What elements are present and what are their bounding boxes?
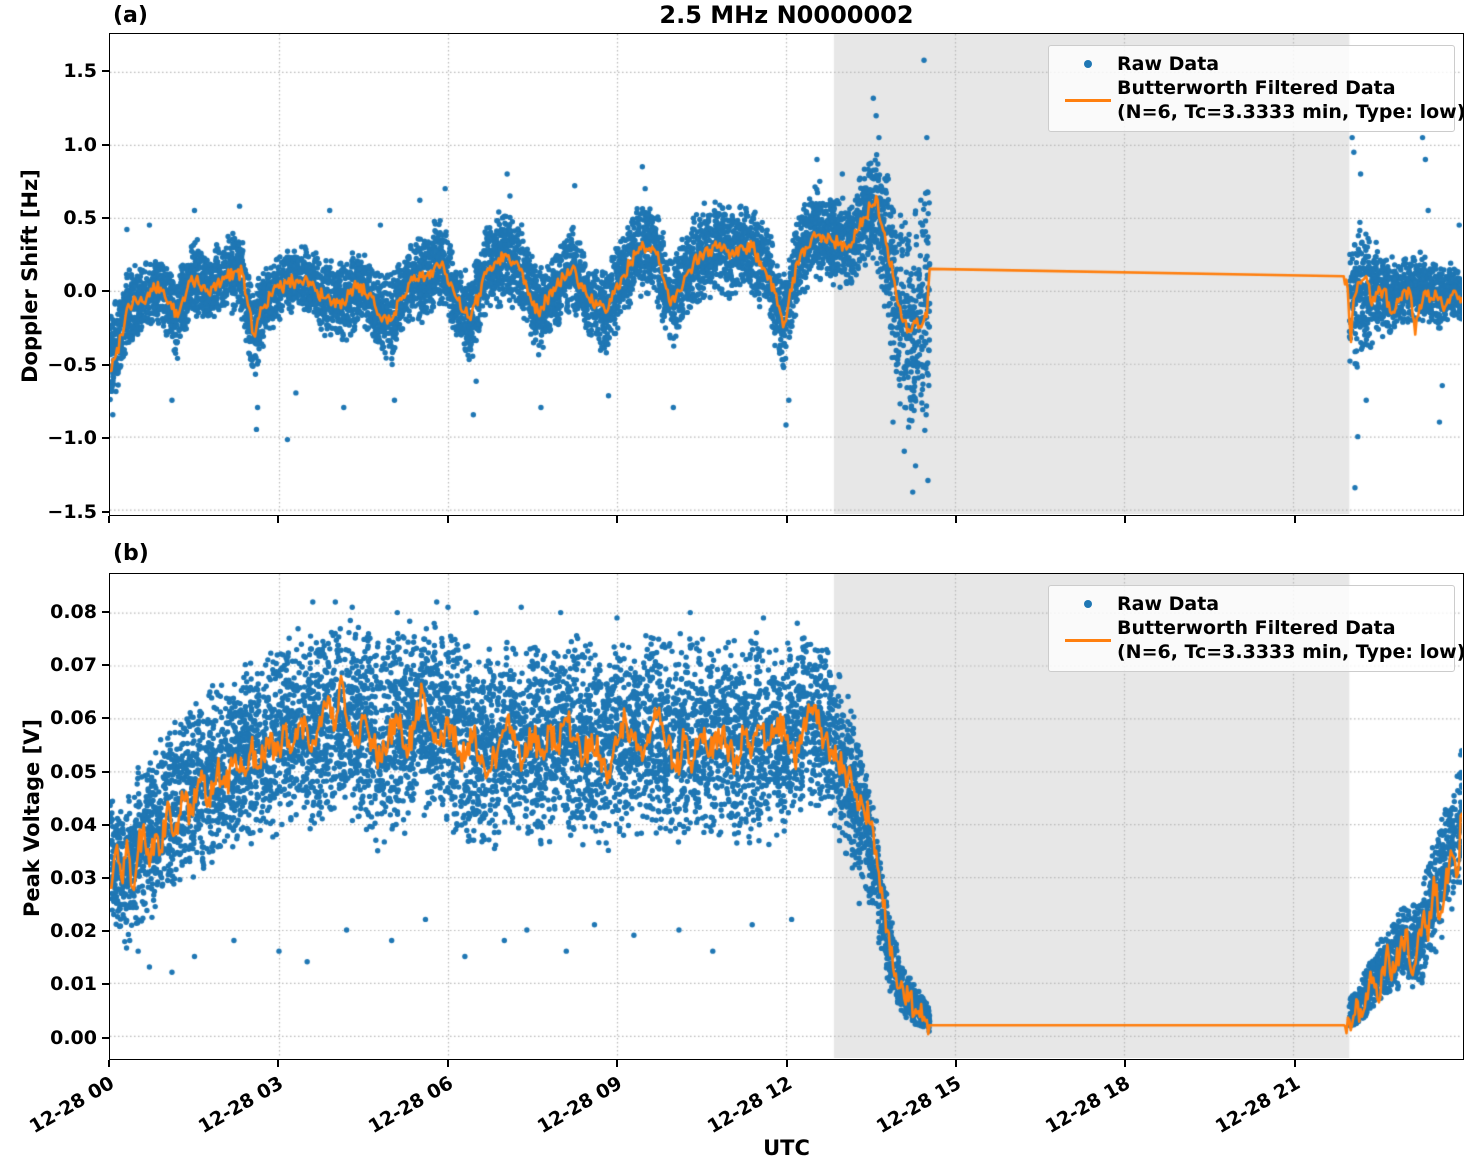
y-tick-mark (102, 143, 109, 146)
x-tick-mark (108, 1060, 110, 1067)
y-tick-label: 0.0 (63, 280, 97, 303)
filtered-line-icon (1065, 98, 1111, 102)
y-tick-mark (102, 70, 109, 73)
x-tick-mark (277, 516, 280, 523)
legend-b-raw-entry: Raw Data (1059, 592, 1444, 616)
figure-title: 2.5 MHz N0000002 (659, 1, 914, 29)
legend-a-filtered-params: (N=6, Tc=3.3333 min, Type: low) (1117, 101, 1466, 123)
filtered-line-marker (1059, 638, 1117, 642)
y-axis-label-doppler: Doppler Shift [Hz] (18, 169, 42, 383)
x-tick-mark (446, 1060, 449, 1067)
y-tick-mark (102, 876, 109, 879)
legend-b: Raw Data Butterworth Filtered Data (N=6,… (1048, 585, 1465, 672)
y-tick-mark (102, 717, 109, 720)
y-tick-label: 0.05 (50, 760, 97, 783)
y-tick-mark (102, 510, 109, 513)
y-tick-mark (102, 664, 109, 667)
raw-data-dot-icon (1084, 600, 1092, 608)
x-tick-mark (1293, 1060, 1296, 1067)
filtered-line-marker (1059, 98, 1117, 102)
y-tick-mark (102, 437, 109, 440)
y-tick-mark (102, 363, 109, 366)
raw-data-dot-icon (1084, 60, 1092, 68)
panel-b-plot: Raw Data Butterworth Filtered Data (N=6,… (109, 573, 1465, 1060)
x-tick-mark (446, 516, 449, 523)
y-tick-label: 0.08 (50, 600, 97, 623)
y-tick-label: −1.5 (47, 500, 97, 523)
y-tick-label: 0.02 (50, 920, 97, 943)
x-tick-mark (1124, 516, 1127, 523)
panel-a-tag: (a) (113, 3, 148, 28)
y-tick-label: 1.0 (63, 133, 97, 156)
x-tick-mark (277, 1060, 280, 1067)
x-tick-mark (616, 516, 619, 523)
x-tick-label: 12-28 00 (25, 1072, 118, 1138)
filtered-line-icon (1065, 638, 1111, 642)
legend-a-filtered-label: Butterworth Filtered Data (N=6, Tc=3.333… (1117, 76, 1465, 124)
y-tick-label: 0.06 (50, 707, 97, 730)
y-tick-label: −0.5 (47, 353, 97, 376)
legend-a-filtered-title: Butterworth Filtered Data (1117, 77, 1396, 99)
legend-a-raw-label: Raw Data (1117, 53, 1220, 75)
y-tick-mark (102, 930, 109, 933)
y-tick-label: 0.04 (50, 813, 97, 836)
y-tick-mark (102, 610, 109, 613)
x-tick-mark (616, 1060, 619, 1067)
x-tick-mark (954, 516, 957, 523)
panel-b-tag: (b) (113, 541, 149, 566)
raw-data-dot-marker (1059, 60, 1117, 68)
legend-b-filtered-label: Butterworth Filtered Data (N=6, Tc=3.333… (1117, 616, 1465, 664)
y-tick-mark (102, 770, 109, 773)
y-tick-mark (102, 216, 109, 219)
y-tick-mark (102, 823, 109, 826)
x-tick-mark (108, 516, 110, 523)
x-tick-mark (785, 1060, 788, 1067)
y-tick-label: 0.01 (50, 973, 97, 996)
legend-a-raw-entry: Raw Data (1059, 52, 1444, 76)
y-tick-mark (102, 983, 109, 986)
panel-a-plot: Raw Data Butterworth Filtered Data (N=6,… (109, 33, 1465, 516)
y-tick-label: 1.5 (63, 60, 97, 83)
legend-b-filtered-entry: Butterworth Filtered Data (N=6, Tc=3.333… (1059, 616, 1465, 664)
x-axis-label: UTC (763, 1136, 810, 1160)
y-tick-label: −1.0 (47, 427, 97, 450)
legend-a-filtered-entry: Butterworth Filtered Data (N=6, Tc=3.333… (1059, 76, 1465, 124)
x-tick-mark (954, 1060, 957, 1067)
raw-data-dot-marker (1059, 600, 1117, 608)
legend-b-filtered-params: (N=6, Tc=3.3333 min, Type: low) (1117, 641, 1466, 663)
x-tick-mark (1124, 1060, 1127, 1067)
y-tick-label: 0.5 (63, 206, 97, 229)
x-tick-mark (785, 516, 788, 523)
y-tick-label: 0.03 (50, 866, 97, 889)
y-tick-mark (102, 290, 109, 293)
legend-a: Raw Data Butterworth Filtered Data (N=6,… (1048, 45, 1465, 132)
y-tick-mark (102, 1036, 109, 1039)
legend-b-raw-label: Raw Data (1117, 593, 1220, 615)
x-tick-mark (1293, 516, 1296, 523)
y-tick-label: 0.07 (50, 654, 97, 677)
legend-b-filtered-title: Butterworth Filtered Data (1117, 617, 1396, 639)
y-tick-label: 0.00 (50, 1026, 97, 1049)
